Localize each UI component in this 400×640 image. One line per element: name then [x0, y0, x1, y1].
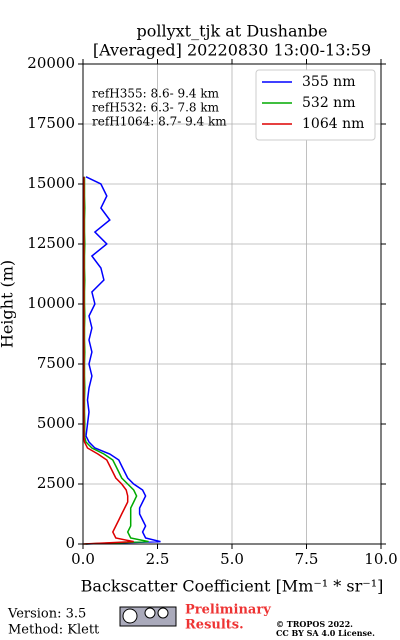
x-tick-label: 0.0 [71, 550, 95, 568]
annotation: refH355: 8.6- 9.4 km [92, 87, 220, 101]
y-tick-label: 15000 [27, 174, 75, 192]
y-tick-label: 20000 [27, 54, 75, 72]
annotation: refH1064: 8.7- 9.4 km [92, 115, 227, 129]
plot-frame [82, 63, 382, 545]
method: Method: Klett [8, 623, 100, 638]
y-tick-label: 10000 [27, 294, 75, 312]
preliminary-note: Preliminary [185, 603, 271, 618]
x-tick-label: 2.5 [146, 550, 170, 568]
y-axis-label: Height (m) [0, 260, 17, 348]
legend-label: 1064 nm [302, 116, 364, 132]
legend-label: 532 nm [302, 95, 355, 111]
copyright: CC BY SA 4.0 License. [276, 628, 375, 638]
y-tick-label: 7500 [37, 354, 75, 372]
y-tick-label: 12500 [27, 234, 75, 252]
chart-subtitle: [Averaged] 20220830 13:00-13:59 [93, 41, 371, 60]
y-tick-label: 5000 [37, 414, 75, 432]
preliminary-note: Results. [185, 618, 244, 633]
cc-icon [119, 606, 177, 627]
legend-label: 355 nm [302, 74, 355, 90]
profile-line [83, 176, 134, 545]
legend-box [255, 69, 376, 141]
y-tick-label: 17500 [27, 114, 75, 132]
x-tick-label: 5.0 [220, 550, 244, 568]
x-axis-label: Backscatter Coefficient [Mm⁻¹ * sr⁻¹] [81, 577, 384, 596]
x-tick-label: 10.0 [364, 550, 397, 568]
chart-title: pollyxt_tjk at Dushanbe [136, 22, 327, 41]
y-tick-label: 0 [65, 534, 75, 552]
annotation: refH532: 6.3- 7.8 km [92, 101, 220, 115]
copyright: © TROPOS 2022. [276, 619, 353, 629]
x-tick-label: 7.5 [295, 550, 319, 568]
version: Version: 3.5 [7, 607, 86, 622]
profile-line [85, 176, 161, 545]
y-tick-label: 2500 [37, 474, 75, 492]
